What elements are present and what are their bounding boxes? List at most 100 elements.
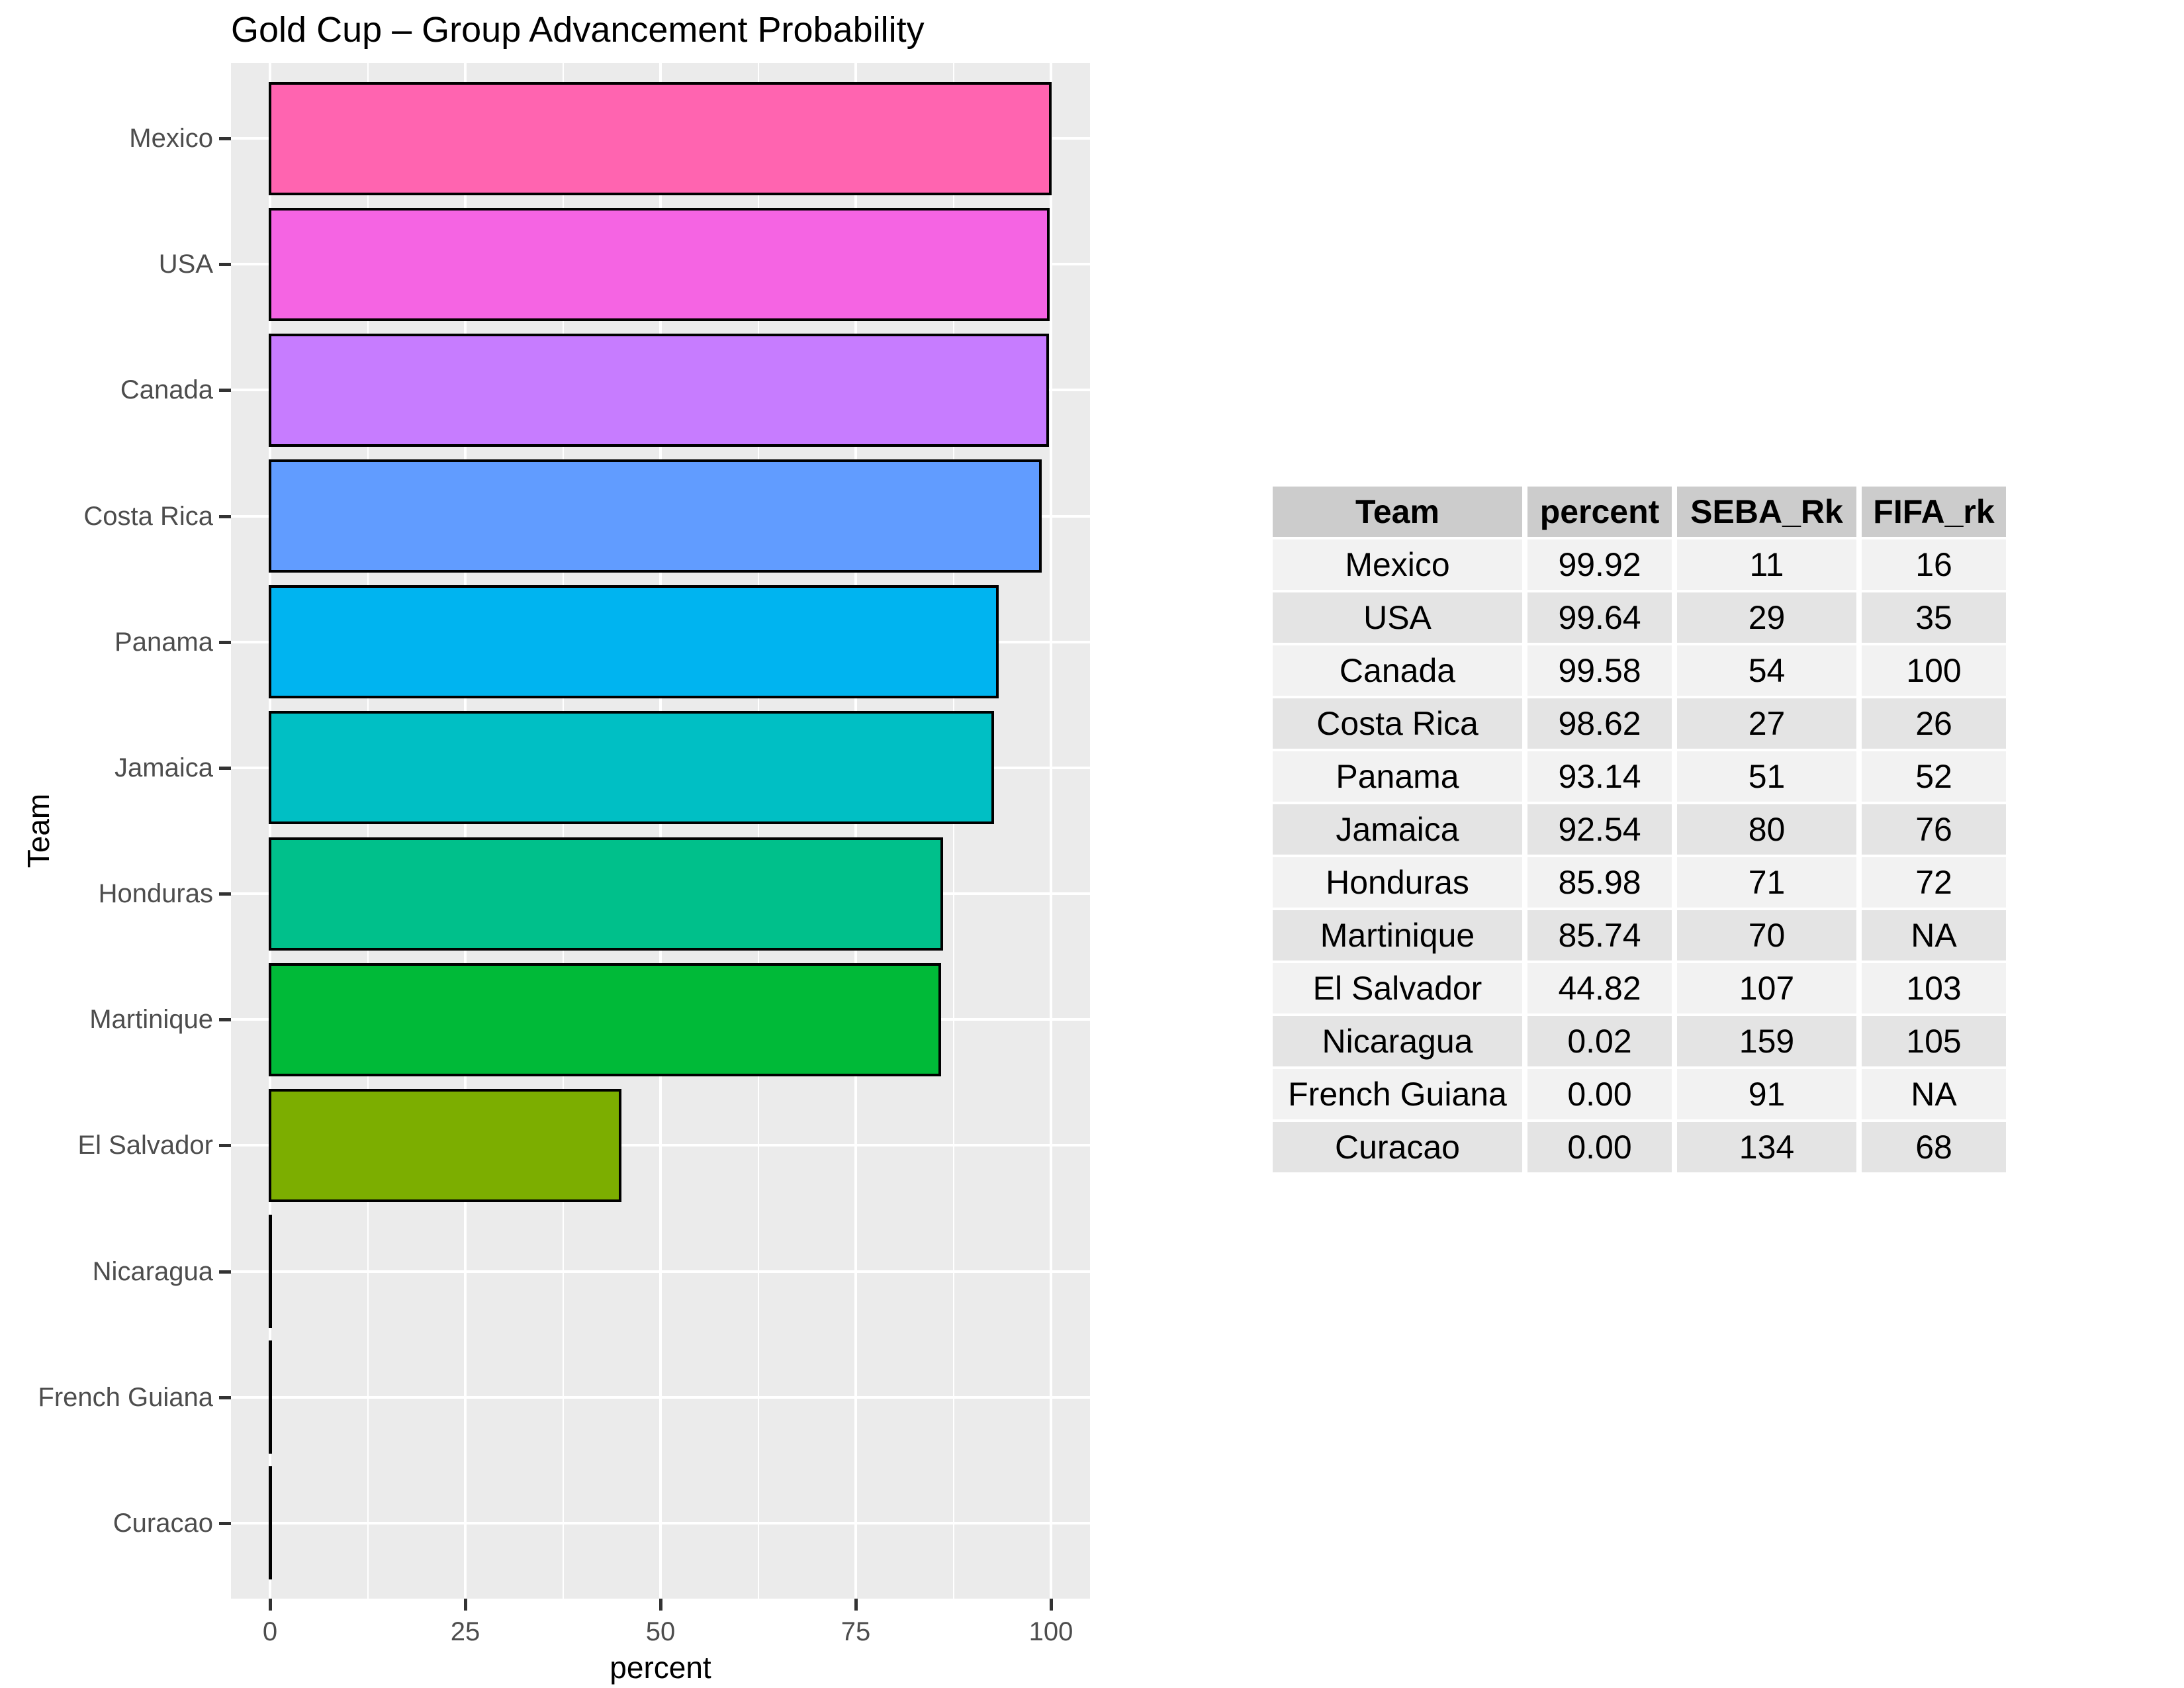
xtick-mark — [854, 1599, 858, 1611]
ytick-mark — [219, 1396, 231, 1399]
ytick-label-panama: Panama — [114, 628, 213, 657]
ytick-mark — [219, 137, 231, 140]
table-cell-row3-seba_rk: 54 — [1677, 645, 1856, 696]
table-cell-row5-team: Panama — [1273, 751, 1522, 802]
bar-panama — [269, 585, 999, 698]
table-cell-row8-seba_rk: 70 — [1677, 910, 1856, 961]
table-cell-row4-fifa_rk: 26 — [1862, 698, 2006, 749]
table-cell-row1-percent: 99.92 — [1527, 539, 1672, 590]
table-cell-row9-team: El Salvador — [1273, 963, 1522, 1013]
table-cell-row8-percent: 85.74 — [1527, 910, 1672, 961]
gridline-minor-87.5 — [952, 63, 954, 1599]
table-cell-row10-fifa_rk: 105 — [1862, 1016, 2006, 1066]
table-cell-row2-team: USA — [1273, 592, 1522, 643]
table-cell-row12-team: Curacao — [1273, 1122, 1522, 1172]
table-cell-row5-percent: 93.14 — [1527, 751, 1672, 802]
ytick-label-usa: USA — [158, 250, 213, 279]
table-cell-row7-seba_rk: 71 — [1677, 857, 1856, 908]
table-cell-row4-seba_rk: 27 — [1677, 698, 1856, 749]
ytick-label-jamaica: Jamaica — [114, 753, 213, 782]
table-cell-row3-percent: 99.58 — [1527, 645, 1672, 696]
ytick-label-canada: Canada — [120, 375, 213, 404]
xtick-label-50: 50 — [645, 1617, 676, 1646]
table-cell-row7-team: Honduras — [1273, 857, 1522, 908]
table-cell-row6-percent: 92.54 — [1527, 804, 1672, 855]
table-cell-row5-seba_rk: 51 — [1677, 751, 1856, 802]
y-axis-title: Team — [21, 793, 56, 868]
ytick-label-nicaragua: Nicaragua — [92, 1257, 213, 1286]
ytick-mark — [219, 1144, 231, 1147]
ytick-label-french-guiana: French Guiana — [38, 1383, 213, 1412]
table-cell-row4-team: Costa Rica — [1273, 698, 1522, 749]
table-cell-row12-seba_rk: 134 — [1677, 1122, 1856, 1172]
bar-honduras — [269, 837, 943, 951]
gridline-category — [231, 1522, 1090, 1524]
bar-curacao — [269, 1466, 272, 1579]
chart-title: Gold Cup – Group Advancement Probability — [231, 10, 925, 50]
xtick-label-100: 100 — [1028, 1617, 1073, 1646]
bar-usa — [269, 208, 1050, 321]
table-cell-row10-seba_rk: 159 — [1677, 1016, 1856, 1066]
bar-mexico — [269, 82, 1052, 195]
ytick-label-martinique: Martinique — [89, 1005, 213, 1034]
ytick-mark — [219, 515, 231, 518]
table-cell-row9-seba_rk: 107 — [1677, 963, 1856, 1013]
xtick-label-25: 25 — [450, 1617, 480, 1646]
table-cell-row11-percent: 0.00 — [1527, 1069, 1672, 1119]
table-cell-row6-team: Jamaica — [1273, 804, 1522, 855]
plot-panel — [231, 63, 1090, 1599]
ytick-label-costa-rica: Costa Rica — [83, 502, 213, 531]
x-axis-title: percent — [610, 1650, 711, 1685]
table-cell-row9-percent: 44.82 — [1527, 963, 1672, 1013]
gridline-category — [231, 1396, 1090, 1399]
table-cell-row6-seba_rk: 80 — [1677, 804, 1856, 855]
bar-costa-rica — [269, 459, 1042, 573]
bar-jamaica — [269, 711, 994, 824]
table-header-seba_rk: SEBA_Rk — [1677, 487, 1856, 537]
table-cell-row2-percent: 99.64 — [1527, 592, 1672, 643]
ytick-label-el-salvador: El Salvador — [77, 1131, 213, 1160]
table-cell-row8-fifa_rk: NA — [1862, 910, 2006, 961]
xtick-mark — [659, 1599, 662, 1611]
table-cell-row4-percent: 98.62 — [1527, 698, 1672, 749]
table-cell-row3-fifa_rk: 100 — [1862, 645, 2006, 696]
table-cell-row7-fifa_rk: 72 — [1862, 857, 2006, 908]
table-cell-row11-seba_rk: 91 — [1677, 1069, 1856, 1119]
ytick-mark — [219, 892, 231, 896]
ytick-mark — [219, 389, 231, 392]
gridline-minor-37.5 — [562, 63, 564, 1599]
table-cell-row8-team: Martinique — [1273, 910, 1522, 961]
gridline-minor-62.5 — [757, 63, 759, 1599]
ytick-mark — [219, 1270, 231, 1274]
xtick-label-75: 75 — [841, 1617, 871, 1646]
table-cell-row10-percent: 0.02 — [1527, 1016, 1672, 1066]
ytick-mark — [219, 1522, 231, 1525]
gridline-major-100 — [1050, 63, 1052, 1599]
ytick-label-honduras: Honduras — [98, 879, 213, 908]
table-cell-row2-seba_rk: 29 — [1677, 592, 1856, 643]
xtick-mark — [464, 1599, 467, 1611]
table-cell-row1-team: Mexico — [1273, 539, 1522, 590]
bar-el-salvador — [269, 1089, 621, 1202]
ytick-label-curacao: Curacao — [113, 1509, 213, 1538]
table-cell-row12-percent: 0.00 — [1527, 1122, 1672, 1172]
stats-table: Team percent SEBA_Rk FIFA_rk Mexico 99.92 11 16… — [1273, 487, 2006, 1172]
table-cell-row1-fifa_rk: 16 — [1862, 539, 2006, 590]
table-cell-row10-team: Nicaragua — [1273, 1016, 1522, 1066]
gridline-minor-12.5 — [367, 63, 369, 1599]
gridline-category — [231, 1144, 1090, 1147]
table-cell-row11-fifa_rk: NA — [1862, 1069, 2006, 1119]
table-cell-row2-fifa_rk: 35 — [1862, 592, 2006, 643]
bar-martinique — [269, 963, 941, 1076]
table-header-fifa_rk: FIFA_rk — [1862, 487, 2006, 537]
ytick-label-mexico: Mexico — [129, 124, 213, 153]
table-cell-row6-fifa_rk: 76 — [1862, 804, 2006, 855]
table-cell-row12-fifa_rk: 68 — [1862, 1122, 2006, 1172]
xtick-label-0: 0 — [262, 1617, 278, 1646]
gridline-major-50 — [659, 63, 662, 1599]
table-header-percent: percent — [1527, 487, 1672, 537]
bar-nicaragua — [269, 1215, 272, 1328]
gridline-category — [231, 1270, 1090, 1273]
table-header-team: Team — [1273, 487, 1522, 537]
